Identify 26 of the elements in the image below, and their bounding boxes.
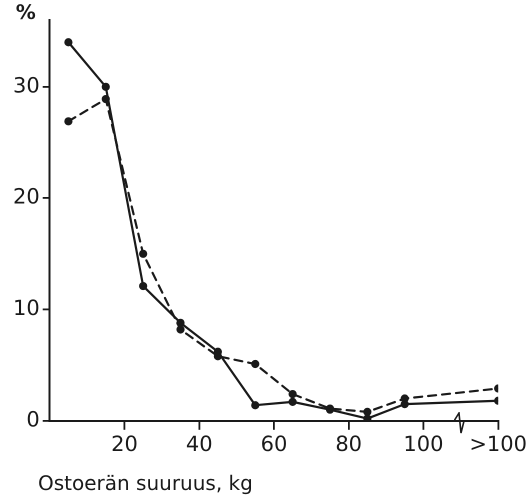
x-tick-label: 80 — [335, 432, 362, 456]
point — [288, 390, 297, 398]
point — [64, 38, 73, 46]
x-tick-label: 100 — [403, 432, 444, 456]
y-tick-label: 10 — [12, 296, 40, 320]
x-axis-title: Ostoerän suuruus, kg — [38, 471, 253, 496]
point — [288, 398, 297, 406]
point — [139, 250, 148, 258]
y-tick-label: 0 — [26, 407, 40, 432]
point — [176, 325, 185, 334]
point — [251, 360, 260, 368]
point — [139, 282, 148, 290]
x-tick-label: 20 — [111, 432, 138, 456]
point — [102, 82, 110, 91]
x-tick-label: 40 — [186, 432, 213, 456]
y-axis-title: % — [16, 0, 36, 24]
point — [251, 401, 260, 410]
point — [363, 414, 372, 421]
point — [176, 318, 185, 327]
point — [64, 117, 73, 126]
point — [363, 408, 372, 416]
y-tick-label: 30 — [12, 73, 40, 98]
y-tick-label: 20 — [12, 184, 40, 209]
x-tick-label: 60 — [260, 432, 288, 456]
point — [400, 400, 409, 408]
x-tick-label: >100 — [469, 432, 528, 456]
